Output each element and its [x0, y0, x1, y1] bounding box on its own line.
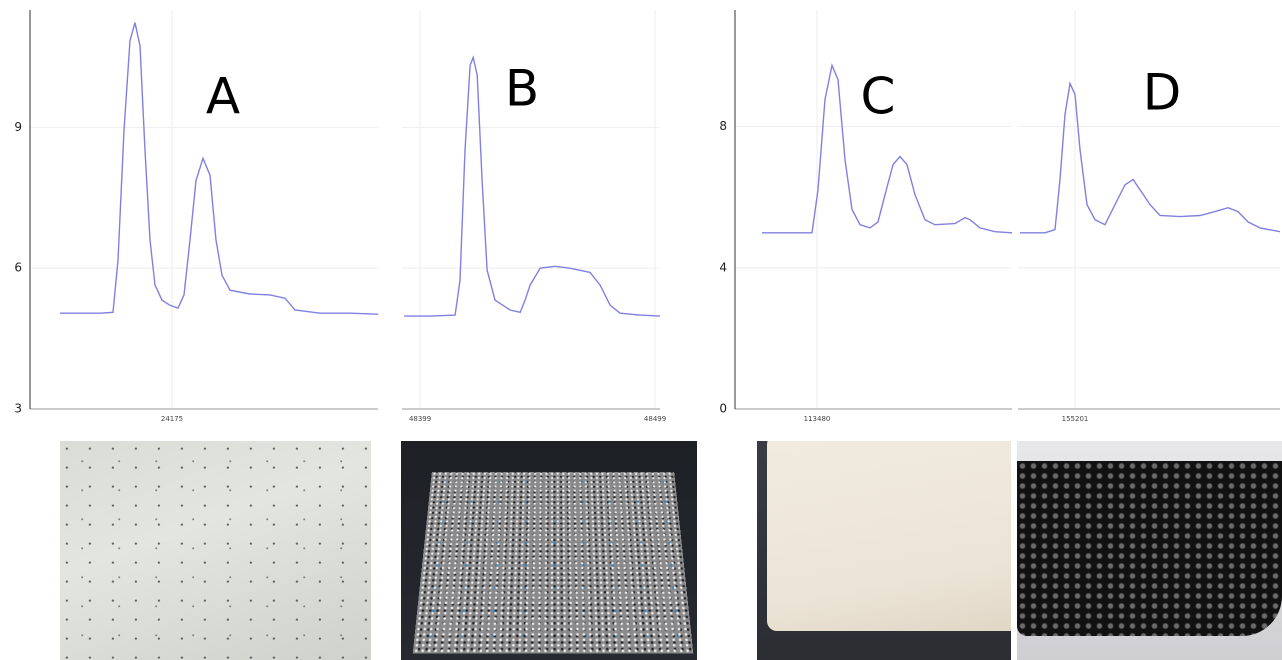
- y-tick-label: 9: [14, 120, 22, 134]
- y-tick-label: 6: [14, 261, 22, 275]
- foam-block: [767, 441, 1011, 631]
- data-line: [60, 22, 379, 315]
- x-tick-label: 155201: [1062, 415, 1089, 423]
- x-tick-label: 48399: [409, 415, 431, 423]
- sample-photo-c: [757, 441, 1011, 660]
- data-line: [404, 55, 661, 317]
- data-line: [1020, 80, 1281, 234]
- granite-slab: [412, 471, 694, 654]
- panel-letter: D: [1143, 64, 1182, 122]
- y-tick-label: 3: [14, 402, 22, 416]
- x-tick-label: 24175: [161, 415, 183, 423]
- sample-photo-d: [1017, 441, 1282, 660]
- panel-letter: A: [206, 68, 240, 126]
- charts: 3 6 9 24175 A 48399 48499 B 0 4 8 113480 C 155201 D: [14, 10, 1281, 423]
- panel-letter: B: [505, 60, 539, 118]
- panel-letter: C: [861, 68, 896, 126]
- mesh-mat: [1017, 461, 1282, 636]
- y-tick-label: 4: [719, 260, 727, 274]
- y-tick-label: 0: [719, 402, 727, 416]
- sample-photo-b: [401, 441, 697, 660]
- x-tick-label: 48499: [644, 415, 666, 423]
- sample-photo-a: [60, 441, 371, 660]
- x-tick-label: 113480: [804, 415, 831, 423]
- y-tick-label: 8: [719, 119, 727, 133]
- data-line: [762, 63, 1013, 234]
